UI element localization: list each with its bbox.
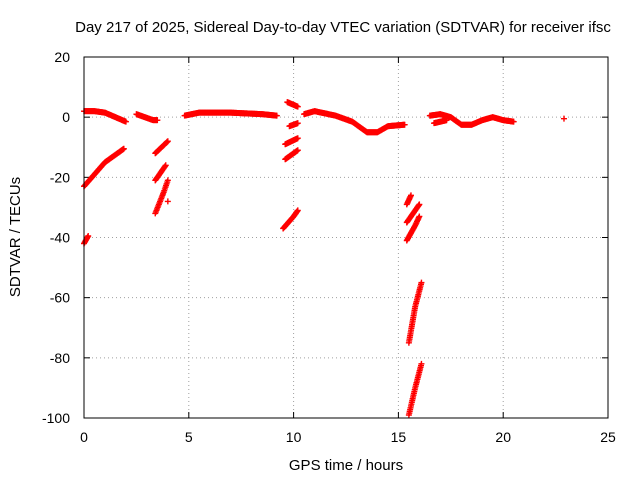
data-point (162, 162, 169, 169)
data-point (85, 232, 92, 239)
data-point (273, 112, 280, 119)
data-point (510, 118, 517, 125)
x-tick-label: 5 (185, 429, 193, 445)
chart-title: Day 217 of 2025, Sidereal Day-to-day VTE… (75, 19, 611, 36)
x-tick-label: 25 (600, 429, 616, 445)
data-point (294, 147, 301, 154)
y-axis-label: SDTVAR / TECUs (7, 177, 24, 297)
data-point (407, 192, 414, 199)
data-point (154, 117, 161, 124)
data-point (416, 213, 423, 220)
grid-lines (84, 57, 608, 418)
data-point (416, 201, 423, 208)
data-point (418, 360, 425, 367)
y-tick-label: 0 (62, 109, 70, 125)
axis-ticks: 0 5 10 15 20 25 20 0 -20 -40 -60 -80 -100 (42, 49, 616, 445)
data-point (418, 279, 425, 286)
data-point (164, 198, 171, 205)
data-point (294, 103, 301, 110)
y-tick-label: -40 (50, 230, 70, 246)
data-point (120, 145, 127, 152)
data-point (164, 138, 171, 145)
y-tick-label: -20 (50, 169, 70, 185)
y-tick-label: 20 (54, 49, 70, 65)
x-tick-label: 0 (80, 429, 88, 445)
x-tick-label: 10 (286, 429, 302, 445)
y-tick-label: -80 (50, 350, 70, 366)
y-tick-label: -60 (50, 290, 70, 306)
x-tick-label: 20 (495, 429, 511, 445)
data-point (560, 115, 567, 122)
data-point (401, 121, 408, 128)
data-point (164, 177, 171, 184)
y-tick-label: -100 (42, 410, 70, 426)
plot-frame (83, 56, 609, 419)
data-point (294, 135, 301, 142)
data-point (122, 118, 129, 125)
x-tick-label: 15 (391, 429, 407, 445)
data-point (294, 120, 301, 127)
x-axis-label: GPS time / hours (289, 457, 403, 474)
data-points (81, 99, 567, 418)
data-point (443, 117, 450, 124)
data-point (294, 207, 301, 214)
